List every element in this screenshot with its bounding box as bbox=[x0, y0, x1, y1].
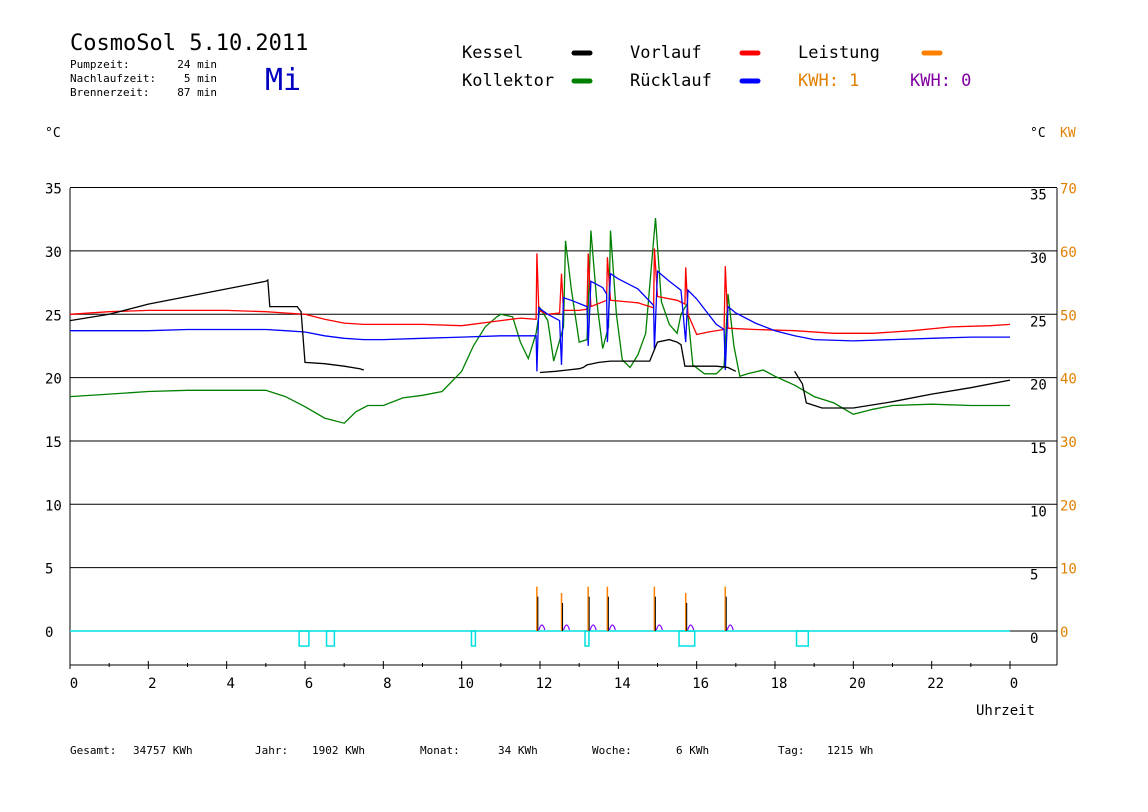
x-tick-label: 8 bbox=[383, 676, 391, 692]
stat-brennerzeit-value: 87 min bbox=[177, 86, 217, 99]
series-layer bbox=[69, 217, 1057, 647]
y-tick-label-left: 35 bbox=[45, 182, 62, 198]
stat-brennerzeit-label: Brennerzeit: bbox=[70, 86, 149, 99]
legend-kwh-purple: KWH: 0 bbox=[910, 71, 971, 91]
kwh-trace bbox=[562, 624, 571, 631]
y-tick-label-right: 35 bbox=[1030, 188, 1047, 204]
y-tick-label-kw: 0 bbox=[1060, 625, 1068, 641]
right-axis-power-unit: KW bbox=[1060, 126, 1076, 141]
x-tick-label: 20 bbox=[849, 676, 866, 692]
x-tick-label: 10 bbox=[457, 676, 474, 692]
legend-kwh-orange: KWH: 1 bbox=[798, 71, 859, 91]
footer: Gesamt: 34757 KWh Jahr: 1902 KWh Monat: … bbox=[70, 744, 873, 757]
chart-title: CosmoSol 5.10.2011 bbox=[70, 31, 308, 56]
kwh-trace bbox=[608, 624, 616, 631]
legend-label-kessel: Kessel bbox=[462, 43, 523, 63]
y-tick-label-right: 10 bbox=[1030, 504, 1047, 520]
legend-label-ruecklauf: Rücklauf bbox=[630, 71, 712, 91]
y-tick-label-right: 15 bbox=[1030, 441, 1047, 457]
footer-woche-label: Woche: bbox=[592, 744, 632, 757]
kwh-trace bbox=[589, 624, 597, 631]
weekday-label: Mi bbox=[265, 63, 301, 98]
y-tick-label-right: 30 bbox=[1030, 251, 1047, 267]
left-axis-unit: °C bbox=[45, 126, 61, 141]
stat-nachlaufzeit-label: Nachlaufzeit: bbox=[70, 72, 156, 85]
series-ruecklauf bbox=[70, 269, 1010, 372]
y-tick-label-kw: 10 bbox=[1060, 562, 1077, 578]
y-tick-label-left: 30 bbox=[45, 245, 62, 261]
y-tick-label-kw: 30 bbox=[1060, 435, 1077, 451]
y-tick-label-kw: 50 bbox=[1060, 308, 1077, 324]
x-tick-label: 6 bbox=[305, 676, 313, 692]
y-tick-label-right: 20 bbox=[1030, 378, 1047, 394]
x-axis-label: Uhrzeit bbox=[976, 703, 1035, 719]
footer-woche-value: 6 KWh bbox=[676, 744, 709, 757]
kwh-trace bbox=[726, 624, 734, 631]
y-tick-label-kw: 40 bbox=[1060, 372, 1077, 388]
stat-pumpzeit-value: 24 min bbox=[177, 58, 217, 71]
x-tick-label: 22 bbox=[927, 676, 944, 692]
y-tick-label-right: 0 bbox=[1030, 631, 1038, 647]
x-tick-label: 14 bbox=[614, 676, 631, 692]
y-tick-label-left: 25 bbox=[45, 308, 62, 324]
kwh-trace bbox=[687, 624, 695, 631]
series-kessel bbox=[794, 370, 1011, 409]
footer-gesamt-label: Gesamt: bbox=[70, 744, 116, 757]
legend-label-leistung: Leistung bbox=[798, 43, 880, 63]
stat-pumpzeit-label: Pumpzeit: bbox=[70, 58, 130, 71]
y-tick-label-left: 5 bbox=[45, 562, 53, 578]
right-axis-unit: °C bbox=[1030, 126, 1046, 141]
series-kollektor bbox=[69, 217, 1010, 424]
series-vorlauf bbox=[69, 248, 1011, 336]
x-tick-label: 16 bbox=[692, 676, 709, 692]
x-tick-label: 12 bbox=[536, 676, 553, 692]
x-tick-label: 4 bbox=[226, 676, 234, 692]
y-tick-label-kw: 60 bbox=[1060, 245, 1077, 261]
legend: Kessel Vorlauf Leistung Kollektor Rückla… bbox=[462, 43, 971, 91]
pump-marker bbox=[678, 630, 696, 647]
kwh-trace bbox=[655, 624, 663, 631]
y-tick-label-kw: 70 bbox=[1060, 182, 1077, 198]
legend-label-kollektor: Kollektor bbox=[462, 71, 554, 91]
footer-monat-value: 34 KWh bbox=[498, 744, 538, 757]
pump-marker bbox=[795, 630, 810, 647]
pump-marker bbox=[584, 630, 590, 647]
footer-tag-value: 1215 Wh bbox=[827, 744, 873, 757]
footer-monat-label: Monat: bbox=[420, 744, 460, 757]
kwh-trace bbox=[538, 624, 546, 631]
footer-jahr-label: Jahr: bbox=[255, 744, 288, 757]
pump-marker bbox=[325, 630, 336, 647]
series-kessel bbox=[69, 278, 365, 371]
y-tick-label-left: 0 bbox=[45, 625, 53, 641]
series-kessel bbox=[539, 338, 737, 374]
x-tick-label: 0 bbox=[70, 676, 78, 692]
pump-marker bbox=[470, 630, 477, 647]
grid bbox=[69, 187, 1058, 666]
y-tick-label-right: 25 bbox=[1030, 314, 1047, 330]
y-tick-label-kw: 20 bbox=[1060, 498, 1077, 514]
stat-nachlaufzeit-value: 5 min bbox=[184, 72, 217, 85]
y-tick-label-left: 10 bbox=[45, 498, 62, 514]
y-tick-label-left: 15 bbox=[45, 435, 62, 451]
x-tick-label: 2 bbox=[148, 676, 156, 692]
pump-marker bbox=[298, 630, 310, 647]
y-tick-label-right: 5 bbox=[1030, 568, 1038, 584]
legend-label-vorlauf: Vorlauf bbox=[630, 43, 702, 63]
y-tick-label-left: 20 bbox=[45, 372, 62, 388]
stats-block: Pumpzeit: 24 min Nachlaufzeit: 5 min Bre… bbox=[70, 58, 217, 99]
x-tick-label: 18 bbox=[771, 676, 788, 692]
footer-gesamt-value: 34757 KWh bbox=[133, 744, 193, 757]
x-tick-label: 0 bbox=[1010, 676, 1018, 692]
footer-tag-label: Tag: bbox=[778, 744, 805, 757]
footer-jahr-value: 1902 KWh bbox=[312, 744, 365, 757]
